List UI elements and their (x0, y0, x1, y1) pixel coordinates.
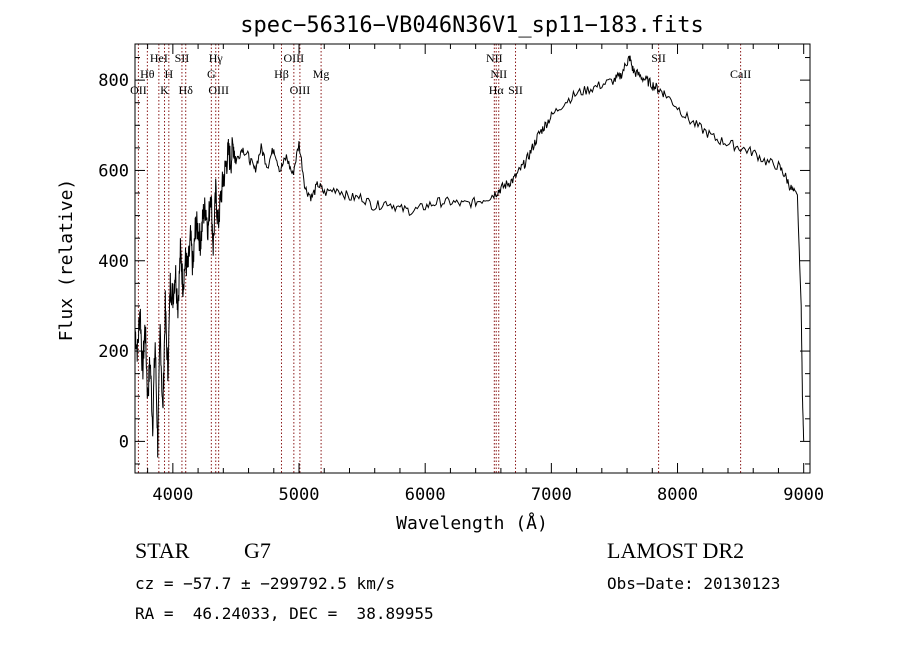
y-tick-label-800: 800 (98, 71, 129, 91)
chart-title: spec−56316−VB046N36V1_sp11−183.fits (240, 13, 704, 38)
line-label-19: CaII (730, 67, 751, 81)
line-label-3: K (160, 83, 169, 97)
x-axis: 4000 5000 6000 7000 8000 9000 (147, 44, 824, 505)
line-label-0: OII (130, 83, 147, 97)
line-labels: OIIHθHeIKHSIIHδHγGOIIIHβOIIIOIIIMgNIINII… (130, 51, 751, 97)
x-tick-label-9000: 9000 (783, 485, 824, 505)
emission-line-markers (137, 44, 742, 473)
y-tick-label-0: 0 (119, 432, 129, 452)
line-label-14: NII (486, 51, 503, 65)
x-tick-label-6000: 6000 (405, 485, 446, 505)
x-tick-label-5000: 5000 (279, 485, 320, 505)
y-tick-label-200: 200 (98, 342, 129, 362)
line-label-16: Hα (489, 83, 505, 97)
x-tick-label-7000: 7000 (531, 485, 572, 505)
plot-frame (134, 43, 811, 474)
line-label-8: G (207, 67, 216, 81)
line-label-15: NII (490, 67, 507, 81)
y-axis: 0 200 400 600 800 (98, 57, 810, 465)
line-label-6: Hδ (179, 83, 194, 97)
y-axis-label: Flux (relative) (56, 179, 77, 342)
line-label-10: Hβ (274, 67, 289, 81)
line-label-5: SII (175, 51, 190, 65)
cz-info: cz = −57.7 ± −299792.5 km/s (135, 574, 396, 593)
line-label-2: HeI (150, 51, 168, 65)
line-label-1: Hθ (140, 67, 155, 81)
class-label: STAR (135, 538, 190, 563)
line-label-7: Hγ (209, 51, 224, 65)
x-tick-label-4000: 4000 (152, 485, 193, 505)
subclass-label: G7 (244, 538, 271, 563)
spectrum-line (134, 55, 805, 458)
line-label-9: OIII (208, 83, 229, 97)
y-tick-label-400: 400 (98, 252, 129, 272)
line-label-17: SII (508, 83, 523, 97)
x-tick-label-8000: 8000 (657, 485, 698, 505)
line-label-4: H (164, 67, 173, 81)
x-axis-label: Wavelength (Å) (396, 512, 548, 534)
y-tick-label-600: 600 (98, 161, 129, 181)
survey-label: LAMOST DR2 (607, 538, 745, 563)
line-label-13: Mg (313, 67, 330, 81)
coordinates: RA = 46.24033, DEC = 38.89955 (135, 604, 434, 623)
line-label-12: OIII (290, 83, 311, 97)
line-label-11: OIII (284, 51, 305, 65)
obs-date: Obs−Date: 20130123 (607, 574, 781, 593)
line-label-18: SII (651, 51, 666, 65)
